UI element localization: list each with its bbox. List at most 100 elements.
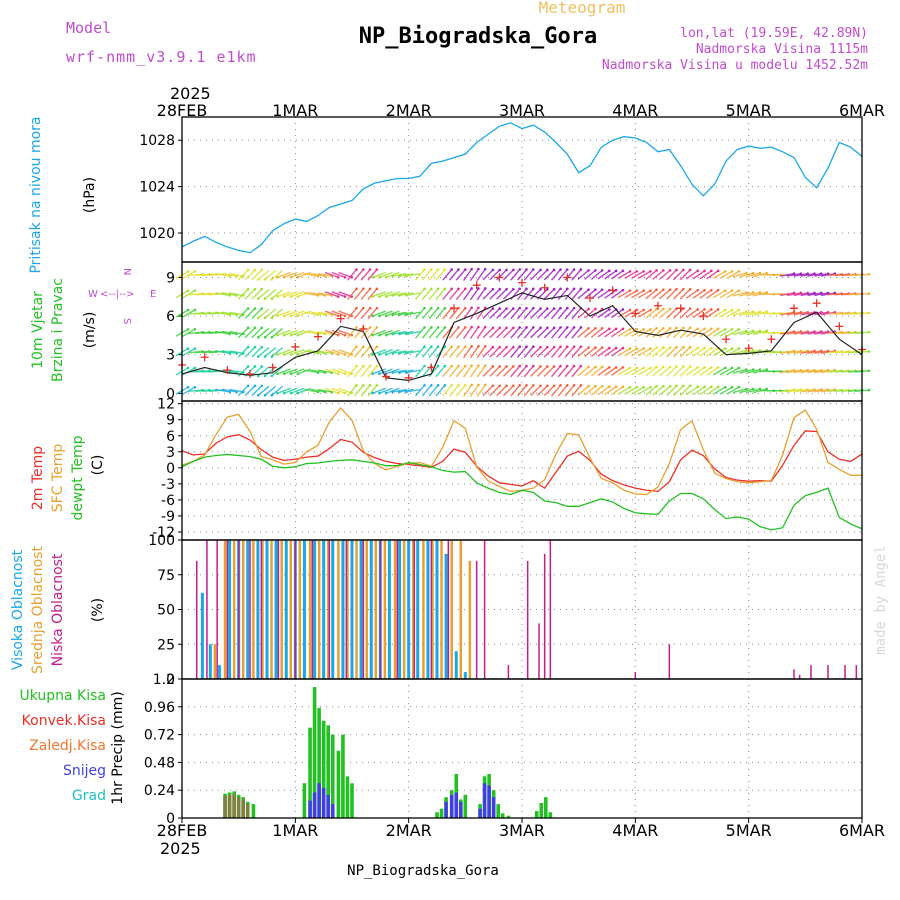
wind-arrow-head	[552, 268, 556, 272]
wind-arrow	[699, 366, 712, 376]
cloud-mid-bar	[337, 540, 340, 679]
wind-arrow-head	[505, 268, 508, 272]
wind-arrow	[271, 327, 284, 338]
wind-arrow	[543, 327, 555, 339]
wind-arrow-head	[336, 314, 340, 318]
compass-west: W	[88, 289, 98, 300]
wind-arrow-head	[559, 306, 562, 310]
wind-arrow-head	[682, 365, 685, 368]
wind-arrow	[530, 308, 542, 319]
wind-arrow	[455, 269, 466, 281]
wind-arrow-head	[668, 288, 672, 291]
wind-arrow-head	[361, 384, 365, 387]
cloud-low-bar	[793, 669, 795, 679]
wind-gust-marker	[314, 332, 322, 341]
wind-arrow-head	[642, 347, 645, 350]
wind-arrow	[257, 289, 270, 300]
wind-arrow	[244, 385, 256, 397]
wind-arrow	[310, 369, 326, 374]
wind-arrow	[222, 292, 237, 297]
wind-arrow	[793, 292, 808, 297]
wind-arrow	[310, 272, 326, 277]
wind-arrow-head	[186, 289, 190, 292]
wind-arrow	[310, 350, 326, 354]
precip-total-bar	[548, 812, 553, 818]
wind-arrow	[624, 290, 638, 299]
wind-arrow	[679, 288, 691, 300]
wind-arrow-head	[256, 393, 260, 397]
wind-arrow	[489, 288, 501, 300]
wind-arrow	[331, 291, 346, 298]
legend-hail: Grad	[72, 788, 106, 804]
wind-arrow-head	[572, 287, 576, 291]
wind-arrow	[530, 346, 542, 358]
wind-arrow	[297, 329, 312, 336]
wind-arrow-head	[423, 345, 426, 349]
wind-arrow-head	[751, 291, 755, 294]
wind-arrow-head	[716, 308, 720, 311]
wind-arrow-head	[477, 306, 480, 310]
wind-arrow	[719, 309, 733, 318]
wind-arrow-head	[375, 364, 379, 368]
wind-arrow-head	[512, 326, 515, 330]
wind-arrow-head	[505, 365, 508, 368]
wind-arrow-head	[470, 267, 473, 271]
wind-arrow-head	[662, 307, 665, 311]
wind-arrow-head	[867, 311, 871, 315]
cloud-high-bar	[435, 540, 439, 679]
wind-arrow	[496, 365, 508, 377]
wind-arrow	[310, 388, 326, 393]
wind-arrow-head	[263, 374, 267, 378]
wind-arrow-head	[628, 308, 632, 312]
wind-arrow	[310, 292, 326, 297]
wind-arrow-head	[642, 308, 645, 312]
cloud-low-bar	[396, 540, 399, 679]
wind-arrow	[571, 365, 582, 378]
wind-arrow	[215, 388, 230, 393]
wind-arrow-head	[587, 326, 590, 330]
wind-arrow-head	[491, 287, 495, 291]
wind-arrow-head	[867, 388, 871, 392]
dewpoint-line	[181, 453, 863, 531]
wind-arrow	[692, 289, 705, 299]
wind-arrow-head	[642, 385, 645, 389]
wind-arrow	[543, 346, 555, 358]
precip-freezing-bar	[227, 794, 232, 818]
wind-arrow	[283, 310, 298, 317]
wind-arrow-head	[256, 335, 260, 339]
time-tick-bottom: 2MAR	[386, 821, 432, 840]
wind-arrow-head	[375, 306, 379, 310]
wind-arrow-head	[263, 278, 267, 281]
wind-arrow-head	[723, 347, 727, 350]
wind-arrow	[360, 346, 371, 358]
wind-arrow-head	[355, 364, 358, 368]
wind-arrow-head	[457, 268, 460, 271]
wind-arrow-head	[375, 268, 379, 271]
precip-total-bar	[312, 687, 317, 818]
temp-2m-line	[181, 430, 863, 493]
wind-arrow	[421, 346, 432, 358]
wind-arrow	[590, 289, 603, 300]
wind-arrow-head	[703, 385, 706, 388]
wind-arrow-head	[565, 268, 569, 271]
cloud-high-bar	[398, 540, 402, 679]
cloud-mid-bar	[383, 540, 387, 679]
wind-arrow-head	[336, 295, 340, 298]
wind-arrow-head	[703, 308, 706, 311]
wind-arrow-head	[662, 365, 665, 369]
model-value: wrf-nmm_v3.9.1 e1km	[66, 48, 257, 66]
wind-arrow	[469, 326, 479, 339]
wind-arrow-head	[655, 346, 658, 349]
wind-arrow-head	[655, 365, 658, 369]
wind-arrow-head	[649, 270, 652, 273]
wind-arrow	[719, 367, 733, 376]
wind-arrow-head	[703, 366, 706, 369]
wind-arrow-head	[688, 384, 692, 388]
wind-arrow	[800, 388, 815, 393]
wind-arrow-head	[398, 313, 401, 316]
precip-snow-bar	[321, 787, 326, 818]
wind-arrow	[476, 345, 486, 359]
wind-arrow	[442, 326, 453, 339]
wind-arrow	[496, 308, 508, 319]
wind-arrow-head	[246, 287, 250, 291]
